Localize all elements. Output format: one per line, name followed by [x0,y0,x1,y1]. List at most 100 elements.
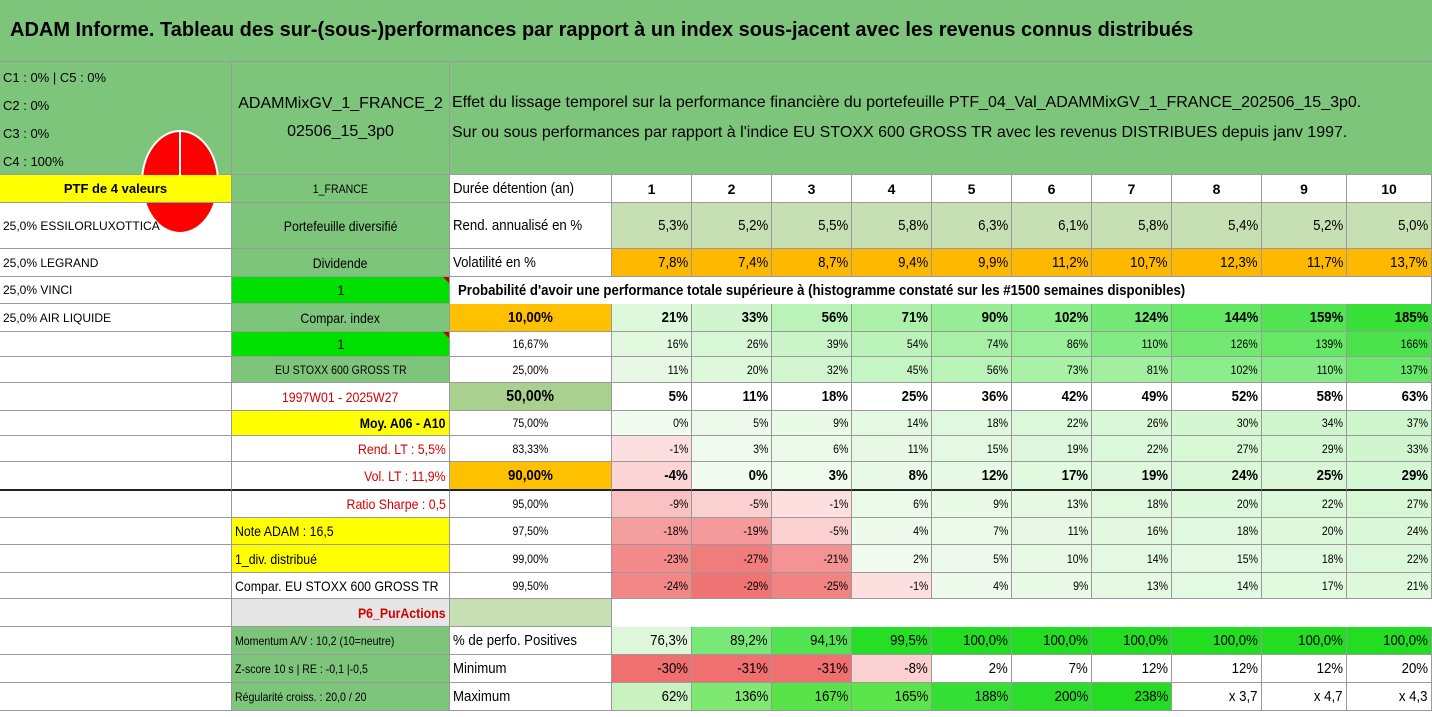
probability-value: 58% [1262,383,1347,411]
probability-value: 15% [1172,545,1262,573]
year-header: 9 [1262,175,1347,203]
legend-line: C4 : 100% [3,154,64,169]
probability-value-text: 22% [1406,551,1428,566]
probability-value-text: -9% [669,497,688,511]
probability-value-text: -23% [663,551,688,566]
annual-return-value-text: 5,8% [897,217,928,234]
maximum-value: 200% [1012,683,1092,711]
dividend-flag-text: 1 [337,282,344,298]
empty-cell [0,683,232,711]
probability-value-text: 18% [821,388,848,405]
probability-value: 12% [932,462,1012,491]
year-header-text: 5 [967,180,976,197]
probability-value-text: 13% [1146,578,1168,593]
probability-value: 14% [852,411,932,436]
probability-value-text: 33% [1406,441,1428,456]
probability-value: 17% [1012,462,1092,491]
probability-threshold-text: 97,50% [512,524,549,538]
annual-return-value: 5,5% [772,203,852,249]
probability-value-text: 10% [1066,551,1088,566]
probability-value-text: 5% [752,416,768,430]
empty-cell [0,436,232,462]
probability-threshold-text: 99,50% [512,578,549,593]
probability-value: 17% [1262,573,1347,599]
probability-value-text: -1% [829,497,848,511]
probability-value-text: 11% [667,362,688,377]
annual-return-value-text: 5,4% [1227,217,1258,234]
year-header-text: 10 [1381,180,1397,197]
minimum-value: -8% [852,655,932,683]
probability-value-text: 58% [1316,388,1343,405]
annual-return-label-text: Rend. annualisé en % [453,217,583,234]
portfolio-name-line: ADAMMixGV_1_FRANCE_2 [238,95,443,112]
probability-value-text: 5% [668,388,688,405]
probability-value-text: 22% [1321,497,1343,511]
probability-value-text: 19% [1141,467,1168,484]
maximum-value-text: x 3,7 [1229,688,1258,705]
probability-value: 14% [1172,573,1262,599]
holding-duration-label-text: Durée détention (an) [453,180,575,197]
compare-index-flag: 1 [232,332,450,357]
volatility-value-text: 8,7% [817,254,848,271]
probability-value: 56% [772,304,852,332]
probability-value-text: 9% [1072,578,1088,593]
probability-value-text: 11% [1067,524,1088,538]
minimum-value-text: -31% [737,660,768,677]
probability-value-text: 81% [1146,362,1168,377]
probability-value-text: 49% [1141,388,1168,405]
annual-return-label: Rend. annualisé en % [450,203,612,249]
probability-value: 42% [1012,383,1092,411]
probability-value-text: 27% [1406,497,1428,511]
probability-value-text: -27% [743,551,768,566]
probability-value-text: 15% [1236,551,1258,566]
probability-value-text: 18% [1146,497,1168,511]
volatility-value: 11,2% [1012,249,1092,277]
minimum-value: -30% [612,655,692,683]
probability-value: 27% [1172,436,1262,462]
probability-value: 29% [1262,436,1347,462]
probability-value-text: 185% [1394,309,1428,326]
volatility-value: 9,4% [852,249,932,277]
probability-value: 13% [1012,491,1092,518]
probability-value: 6% [772,436,852,462]
empty-cell [0,383,232,411]
maximum-value: 167% [772,683,852,711]
portfolio-name: ADAMMixGV_1_FRANCE_2 02506_15_3p0 [232,62,450,175]
probability-value-text: 18% [986,416,1008,430]
region-label-text: 1_FRANCE [312,181,369,196]
year-header: 7 [1092,175,1172,203]
probability-value: 22% [1347,545,1432,573]
probability-value-text: 45% [906,362,928,377]
probability-label: Probabilité d'avoir une performance tota… [450,277,1432,304]
positive-perf-label: % de perfo. Positives [450,627,612,655]
index-name-text: EU STOXX 600 GROSS TR [274,362,407,377]
volatility-value: 7,8% [612,249,692,277]
probability-value-text: 25% [901,388,928,405]
probability-value-text: 20% [1321,524,1343,538]
region-label: 1_FRANCE [232,175,450,203]
volatility-value: 13,7% [1347,249,1432,277]
probability-value: -5% [772,518,852,545]
probability-value-text: -4% [664,467,688,484]
minimum-value: 7% [1012,655,1092,683]
maximum-value: 136% [692,683,772,711]
year-header-text: 9 [1300,180,1308,197]
annual-return-value-text: 5,0% [1397,217,1428,234]
probability-value-text: 12% [981,467,1008,484]
average-label: Moy. A06 - A10 [232,411,450,436]
probability-value-text: -19% [743,524,768,538]
probability-threshold-text: 16,67% [512,337,549,351]
probability-value-text: 159% [1309,309,1343,326]
volatility-label-text: Volatilité en % [453,254,536,271]
probability-value-text: 22% [1146,441,1168,456]
probability-value: 63% [1347,383,1432,411]
probability-value: 73% [1012,357,1092,383]
holding-text: 25,0% ESSILORLUXOTTICA [3,218,160,233]
probability-value-text: 18% [1321,551,1343,566]
minimum-value-text: 20% [1401,660,1428,677]
probability-threshold-text: 90,00% [508,467,553,484]
probability-value: 9% [1012,573,1092,599]
volatility-label: Volatilité en % [450,249,612,277]
probability-threshold: 95,00% [450,491,612,518]
probability-threshold: 99,00% [450,545,612,573]
